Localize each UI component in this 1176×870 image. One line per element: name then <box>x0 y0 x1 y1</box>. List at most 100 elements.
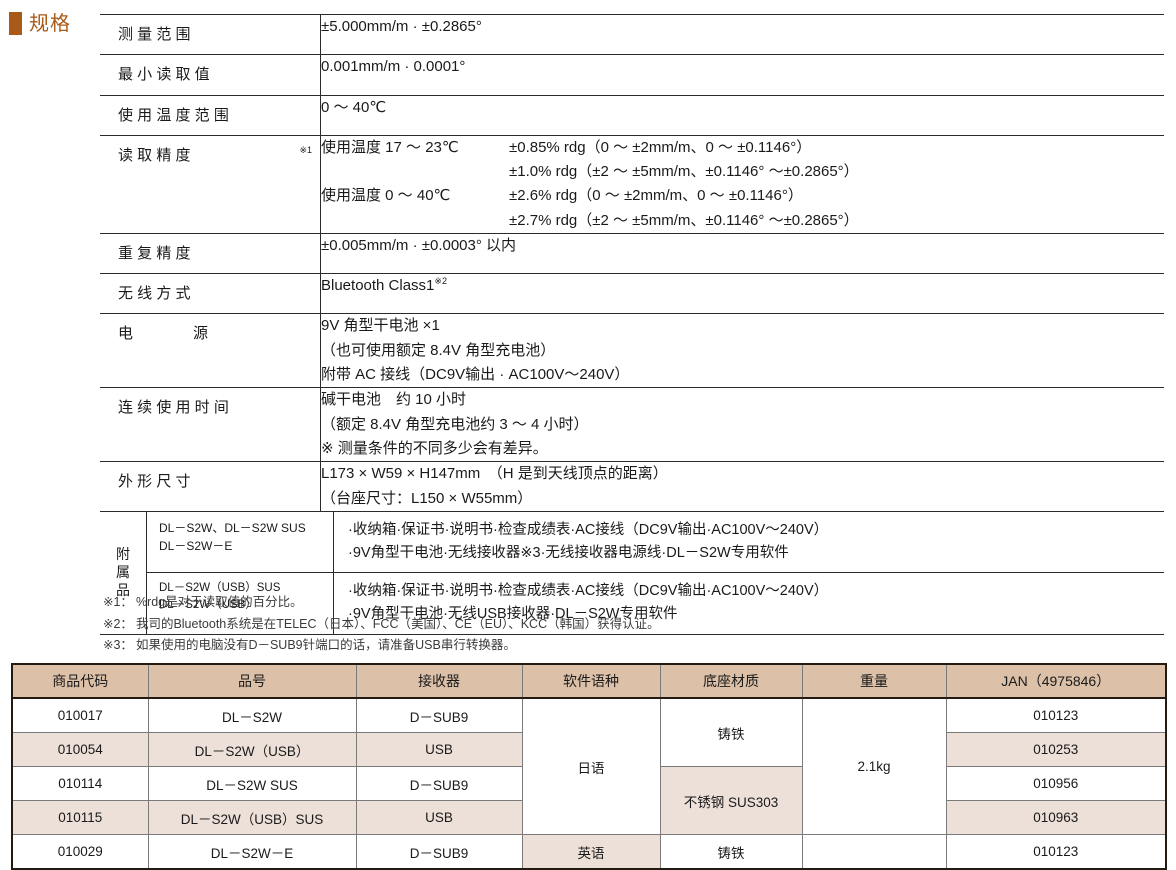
spec-value-cell: 0 ～ 40℃ <box>320 94 1164 136</box>
spec-label-cell: 连 续 使 用 时 间 <box>100 387 321 462</box>
spec-row-wireless: 无 线 方 式 Bluetooth Class1※2 <box>100 273 1164 314</box>
cell-code: 010017 <box>11 697 149 733</box>
cell-model: DL－S2W（USB） <box>147 732 357 767</box>
spec-value-cell: L173 × W59 × H147mm （H 是到天线顶点的距离） （台座尺寸：… <box>320 461 1164 512</box>
table-row: 010115 DL－S2W（USB）SUS USB 010963 <box>11 800 1167 835</box>
accessories-item: ·收纳箱·保证书·说明书·检查成绩表·AC接线（DC9V输出·AC100V～24… <box>348 583 829 600</box>
footnote-2: ※2： 我司的Bluetooth系统是在TELEC（日本）、FCC（美国）、CE（… <box>103 614 660 636</box>
accuracy-value: ±2.7% rdg（±2 ～ ±5mm/m、±0.1146° ～±0.2865°… <box>509 211 859 229</box>
cell-model: DL－S2W（USB）SUS <box>147 800 357 835</box>
accessories-model: DL－S2W、DL－S2W SUS <box>159 520 306 535</box>
spec-label-cell: 使 用 温 度 范 围 <box>100 94 321 136</box>
spec-value-cell: ±0.005mm/m · ±0.0003° 以内 <box>320 232 1164 274</box>
cell-jan: 010123 <box>945 697 1167 733</box>
page-title: 规格 <box>29 12 71 35</box>
cell-receiver: D－SUB9 <box>355 697 523 733</box>
spec-value-cell: 碱干电池 约 10 小时 （额定 8.4V 角型充电池约 3 ～ 4 小时） ※… <box>320 387 1164 462</box>
spec-value-min-reading: 0.001mm/m · 0.0001° <box>321 58 466 76</box>
accuracy-line: 使用温度 0 ～ 40℃ ±2.6% rdg（0 ～ ±2mm/m、0 ～ ±0… <box>321 184 1164 208</box>
accessories-item-list: ·收纳箱·保证书·说明书·检查成绩表·AC接线（DC9V输出·AC100V～24… <box>334 512 1164 572</box>
cell-jan: 010123 <box>945 834 1167 870</box>
spec-value-cell: ±5.000mm/m · ±0.2865° <box>320 13 1164 55</box>
footnote-text: 如果使用的电脑没有D－SUB9针端口的话，请准备USB串行转换器。 <box>135 638 516 652</box>
spec-label-cell: 测 量 范 围 <box>100 13 321 55</box>
cell-language-japanese: 日语 <box>521 697 661 835</box>
spec-value-measuring-range: ±5.000mm/m · ±0.2865° <box>321 18 482 35</box>
accessories-model-list: DL－S2W（USB）SUS DL－S2W（USB） <box>147 572 334 634</box>
column-header-language: 软件语种 <box>521 663 661 699</box>
column-header-weight: 重量 <box>801 663 947 699</box>
spec-value-cell: Bluetooth Class1※2 <box>320 273 1164 314</box>
spec-value-power-line: 9V 角型干电池 ×1 <box>321 317 440 335</box>
cell-language-english: 英语 <box>521 834 661 870</box>
spec-label-cell: 重 复 精 度 <box>100 232 321 274</box>
spec-value-wireless: Bluetooth Class1 <box>321 277 435 295</box>
cell-base-cast-iron-last: 铸铁 <box>659 834 803 870</box>
table-row: 010017 DL－S2W D－SUB9 日语 铸铁 2.1kg 010123 <box>11 697 1167 835</box>
footnote-mark: ※1： <box>103 595 133 609</box>
spec-label-dimensions: 外 形 尺 寸 <box>118 473 191 491</box>
accessories-wrapper: 附 属 品 DL－S2W、DL－S2W SUS DL－S2W－E ·收纳箱·保证… <box>100 511 1164 634</box>
spec-label-accuracy: 读 取 精 度 <box>118 146 191 164</box>
cell-base-stainless: 不锈钢 SUS303 <box>659 766 803 835</box>
footnote-1: ※1： %rdg是对于读取值的百分比。 <box>103 592 660 614</box>
spec-label-accuracy-wrap: 读 取 精 度 ※1 <box>100 136 320 175</box>
accessories-label-char: 品 <box>116 581 130 598</box>
footnote-3: ※3： 如果使用的电脑没有D－SUB9针端口的话，请准备USB串行转换器。 <box>103 635 660 657</box>
column-header-model: 品号 <box>147 663 357 699</box>
column-header-base-material: 底座材质 <box>659 663 803 699</box>
spec-row-accessories: 附 属 品 DL－S2W、DL－S2W SUS DL－S2W－E ·收纳箱·保证… <box>100 510 1164 635</box>
spec-row-dimensions: 外 形 尺 寸 L173 × W59 × H147mm （H 是到天线顶点的距离… <box>100 461 1164 512</box>
column-header-receiver: 接收器 <box>355 663 523 699</box>
spec-label-measuring-range: 测 量 范 围 <box>118 26 191 43</box>
spec-label-power: 电 源 <box>118 325 209 343</box>
spec-label-min-reading: 最 小 读 取 值 <box>118 66 210 84</box>
spec-label-accessories: 附 属 品 <box>100 511 147 634</box>
footnote-mark: ※3： <box>103 638 133 652</box>
accessories-model: DL－S2W（USB）SUS <box>159 582 281 595</box>
accessories-item: ·收纳箱·保证书·说明书·检查成绩表·AC接线（DC9V输出·AC100V～24… <box>348 521 829 538</box>
accessories-label-char: 附 <box>116 545 130 562</box>
accuracy-condition: 使用温度 0 ～ 40℃ <box>321 187 451 205</box>
cell-jan: 010963 <box>945 800 1167 835</box>
spec-label-continuous-use: 连 续 使 用 时 间 <box>118 399 229 417</box>
footnote-text: %rdg是对于读取值的百分比。 <box>135 595 303 609</box>
cell-model: DL－S2W－E <box>147 834 357 870</box>
spec-value-cell: 0.001mm/m · 0.0001° <box>320 54 1164 95</box>
accessories-model: DL－S2W－E <box>159 538 233 553</box>
footnote-ref-2: ※2 <box>434 276 447 287</box>
spec-label-cell: 电 源 <box>100 313 321 388</box>
footnote-text: 我司的Bluetooth系统是在TELEC（日本）、FCC（美国）、CE（EU）… <box>135 616 660 631</box>
footnote-ref-1: ※1 <box>299 144 312 155</box>
cell-code: 010029 <box>11 834 149 870</box>
accessories-item-list: ·收纳箱·保证书·说明书·检查成绩表·AC接线（DC9V输出·AC100V～24… <box>334 572 1164 633</box>
accessories-cell: 附 属 品 DL－S2W、DL－S2W SUS DL－S2W－E ·收纳箱·保证… <box>100 510 1164 635</box>
spec-value-cell: 使用温度 17 ～ 23℃ ±0.85% rdg（0 ～ ±2mm/m、0 ～ … <box>320 134 1164 234</box>
column-header-code: 商品代码 <box>11 663 149 699</box>
spec-label-cell: 外 形 尺 寸 <box>100 461 321 512</box>
cell-model: DL－S2W <box>147 697 357 733</box>
spec-label-wireless: 无 线 方 式 <box>118 285 191 303</box>
spec-label-cell: 读 取 精 度 ※1 <box>100 134 321 234</box>
heading-accent-square <box>9 12 22 35</box>
cell-base-cast-iron: 铸铁 <box>659 697 803 767</box>
spec-value-continuous-use-line: （额定 8.4V 角型充电池约 3 ～ 4 小时） <box>321 415 589 433</box>
cell-receiver: USB <box>355 732 523 767</box>
column-header-jan: JAN（4975846） <box>945 663 1167 699</box>
spec-value-repeatability: ±0.005mm/m · ±0.0003° 以内 <box>321 236 517 254</box>
spec-row-operating-temp: 使 用 温 度 范 围 0 ～ 40℃ <box>100 94 1164 136</box>
specification-table: 测 量 范 围 ±5.000mm/m · ±0.2865° 最 小 读 取 值 … <box>100 13 1164 635</box>
table-row: 010114 DL－S2W SUS D－SUB9 不锈钢 SUS303 0109… <box>11 766 1167 835</box>
cell-receiver: D－SUB9 <box>355 766 523 801</box>
cell-receiver: D－SUB9 <box>355 834 523 870</box>
spec-row-power: 电 源 9V 角型干电池 ×1 （也可使用额定 8.4V 角型充电池） 附带 A… <box>100 313 1164 388</box>
spec-label-operating-temp: 使 用 温 度 范 围 <box>118 106 229 124</box>
spec-value-dimensions-line: （台座尺寸：L150 × W55mm） <box>321 489 533 507</box>
spec-label-cell: 无 线 方 式 <box>100 273 321 314</box>
spec-value-wireless-wrap: Bluetooth Class1※2 <box>321 274 1164 298</box>
cell-model: DL－S2W SUS <box>147 766 357 801</box>
product-table-header-row: 商品代码 品号 接收器 软件语种 底座材质 重量 JAN（4975846） <box>11 663 1167 699</box>
spec-row-min-reading: 最 小 读 取 值 0.001mm/m · 0.0001° <box>100 54 1164 95</box>
accuracy-condition: 使用温度 17 ～ 23℃ <box>321 138 459 156</box>
table-row: 010054 DL－S2W（USB） USB 010253 <box>11 732 1167 767</box>
